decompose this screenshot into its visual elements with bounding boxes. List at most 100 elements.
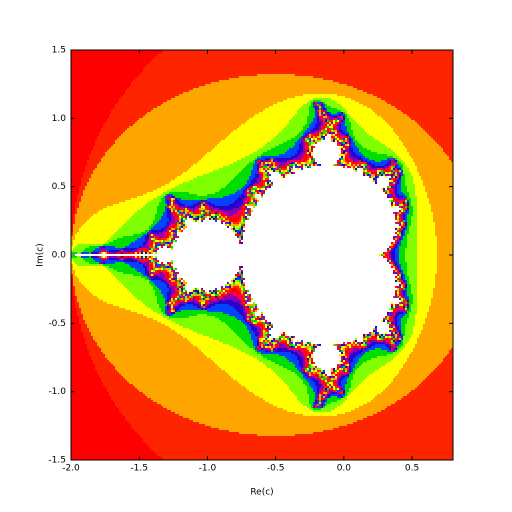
fractal-cell	[265, 108, 299, 110]
fractal-cell	[409, 356, 445, 358]
fractal-cell	[171, 216, 175, 218]
fractal-cell	[393, 186, 395, 188]
fractal-cell	[269, 350, 271, 352]
fractal-cell	[219, 292, 221, 294]
fractal-cell	[301, 372, 303, 374]
fractal-cell	[391, 314, 393, 316]
fractal-cell	[129, 86, 199, 88]
fractal-cell	[423, 180, 453, 182]
fractal-cell	[185, 304, 193, 306]
fractal-cell	[309, 142, 311, 144]
fractal-cell	[359, 150, 371, 152]
fractal-cell	[249, 324, 253, 326]
fractal-cell	[309, 360, 311, 362]
fractal-cell	[351, 370, 353, 372]
fractal-cell	[243, 204, 245, 206]
fractal-cell	[387, 322, 389, 324]
fractal-cell	[339, 348, 341, 350]
fractal-cell	[405, 248, 417, 250]
fractal-cell	[203, 288, 215, 290]
fractal-cell	[351, 166, 353, 168]
fractal-cell	[387, 172, 389, 174]
fractal-cell	[359, 162, 365, 164]
fractal-cell	[429, 200, 453, 202]
fractal-cell	[387, 312, 389, 314]
fractal-cell	[335, 128, 337, 130]
fractal-cell	[349, 134, 353, 136]
fractal-cell	[75, 302, 79, 304]
fractal-cell	[313, 148, 339, 150]
fractal-cell	[397, 232, 399, 234]
fractal-cell	[155, 252, 157, 254]
fractal-cell	[407, 286, 411, 288]
fractal-cell	[109, 252, 117, 254]
fractal-cell	[241, 230, 243, 232]
fractal-cell	[259, 340, 261, 342]
fractal-cell	[311, 152, 313, 154]
fractal-cell	[299, 364, 303, 366]
fractal-cell	[211, 290, 213, 292]
fractal-cell	[395, 172, 397, 174]
fractal-cell	[397, 294, 399, 296]
fractal-cell	[313, 390, 317, 392]
fractal-cell	[297, 374, 303, 376]
fractal-cell	[115, 246, 125, 248]
fractal-cell	[367, 174, 369, 176]
fractal-cell	[407, 222, 411, 224]
fractal-cell	[209, 214, 211, 216]
fractal-cell	[417, 226, 435, 228]
fractal-cell	[443, 150, 453, 152]
fractal-cell	[139, 118, 249, 120]
fractal-cell	[341, 364, 343, 366]
fractal-cell	[85, 186, 161, 188]
fractal-cell	[239, 240, 241, 242]
fractal-cell	[333, 164, 335, 166]
fractal-cell	[295, 74, 453, 76]
fractal-cell	[341, 368, 343, 370]
fractal-cell	[207, 314, 229, 316]
fractal-cell	[329, 380, 331, 382]
fractal-cell	[267, 332, 269, 334]
fractal-cell	[175, 312, 223, 314]
fractal-cell	[339, 370, 343, 372]
fractal-cell	[237, 160, 253, 162]
fractal-cell	[73, 214, 75, 216]
fractal-cell	[255, 198, 257, 200]
fractal-cell	[169, 304, 171, 306]
fractal-cell	[321, 378, 323, 380]
fractal-cell	[383, 190, 385, 192]
fractal-cell	[331, 130, 333, 132]
fractal-cell	[181, 310, 207, 312]
fractal-cell	[121, 258, 123, 260]
fractal-cell	[301, 138, 305, 140]
fractal-cell	[159, 304, 167, 306]
fractal-cell	[213, 148, 259, 150]
fractal-cell	[357, 154, 363, 156]
fractal-cell	[71, 294, 73, 296]
fractal-cell	[337, 140, 339, 142]
fractal-cell	[311, 140, 313, 142]
fractal-cell	[307, 138, 309, 140]
fractal-cell	[233, 294, 241, 296]
fractal-cell	[187, 218, 191, 220]
fractal-cell	[117, 278, 145, 280]
fractal-cell	[261, 352, 291, 354]
fractal-cell	[351, 128, 363, 130]
fractal-cell	[71, 302, 75, 304]
fractal-cell	[149, 240, 151, 242]
fractal-cell	[227, 292, 229, 294]
fractal-cell	[71, 334, 83, 336]
fractal-cell	[309, 372, 311, 374]
fractal-cell	[417, 210, 431, 212]
fractal-cell	[345, 140, 347, 142]
fractal-cell	[413, 332, 421, 334]
fractal-cell	[287, 170, 289, 172]
fractal-cell	[401, 296, 403, 298]
fractal-cell	[399, 204, 401, 206]
fractal-cell	[409, 316, 415, 318]
fractal-cell	[391, 342, 393, 344]
fractal-cell	[389, 314, 391, 316]
fractal-cell	[179, 284, 181, 286]
fractal-cell	[303, 354, 305, 356]
fractal-cell	[265, 178, 269, 180]
